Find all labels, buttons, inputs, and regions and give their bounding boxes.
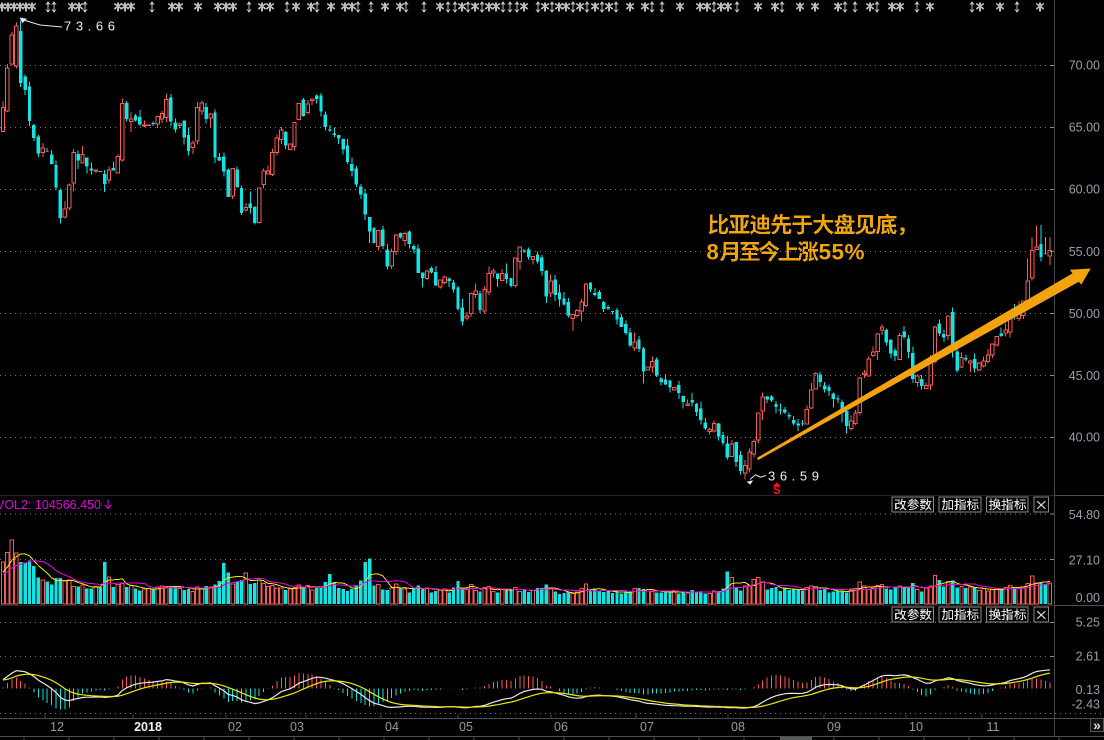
svg-text:45.00: 45.00: [1069, 369, 1100, 383]
svg-text:54.80: 54.80: [1069, 508, 1100, 522]
svg-text:»: »: [1093, 718, 1101, 733]
svg-text:2.61: 2.61: [1076, 650, 1100, 664]
svg-text:40.00: 40.00: [1069, 431, 1100, 445]
svg-text:07: 07: [640, 720, 654, 734]
svg-text:50.00: 50.00: [1069, 307, 1100, 321]
svg-text:8: 8: [707, 240, 719, 265]
svg-text:05: 05: [459, 720, 473, 734]
svg-text:12: 12: [50, 720, 64, 734]
svg-text:04: 04: [385, 720, 399, 734]
svg-text:2018: 2018: [134, 720, 162, 734]
svg-text:55.00: 55.00: [1069, 245, 1100, 259]
svg-text:11: 11: [987, 720, 1000, 734]
svg-text:65.00: 65.00: [1069, 121, 1100, 135]
svg-text:08: 08: [731, 720, 745, 734]
svg-text:09: 09: [827, 720, 841, 734]
svg-text:5.25: 5.25: [1076, 616, 1100, 630]
svg-text:10: 10: [909, 720, 923, 734]
svg-text:VOL2: 104566.450: VOL2: 104566.450: [0, 498, 101, 512]
svg-text:S: S: [773, 485, 781, 497]
svg-text:06: 06: [554, 720, 568, 734]
svg-text:36.59: 36.59: [768, 469, 824, 484]
svg-text:-2.43: -2.43: [1072, 698, 1101, 712]
svg-text:02: 02: [228, 720, 242, 734]
svg-text:73.66: 73.66: [64, 19, 120, 34]
svg-text:03: 03: [290, 720, 304, 734]
svg-text:0.00: 0.00: [1076, 591, 1100, 605]
svg-text:0.13: 0.13: [1076, 683, 1100, 697]
svg-text:60.00: 60.00: [1069, 183, 1100, 197]
svg-text:55%: 55%: [819, 240, 866, 265]
svg-text:70.00: 70.00: [1069, 59, 1100, 73]
svg-text:27.10: 27.10: [1069, 554, 1100, 568]
